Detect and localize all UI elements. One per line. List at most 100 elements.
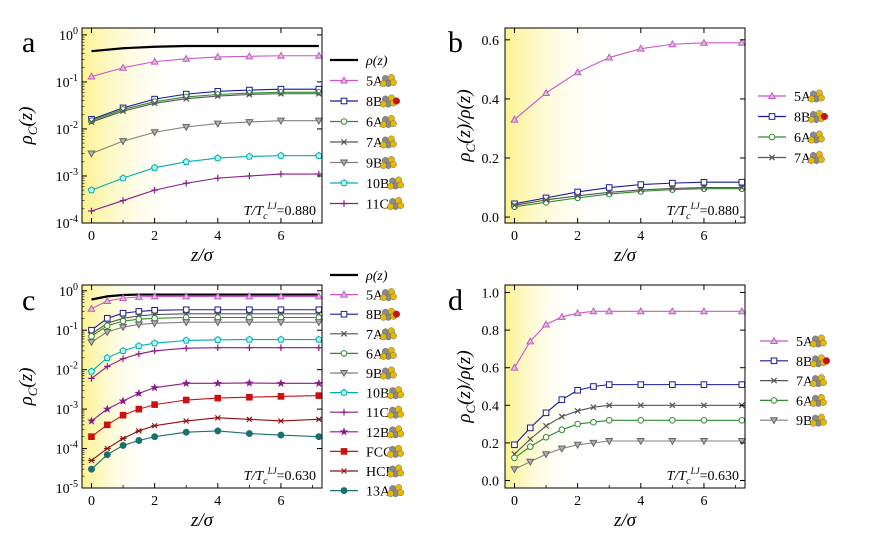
data-point-7A — [527, 436, 534, 443]
data-point-9B — [314, 117, 324, 125]
x-tick-label: 6 — [277, 229, 284, 244]
series-rho — [91, 293, 319, 301]
legend-marker — [340, 408, 348, 416]
data-point-5A — [245, 292, 254, 300]
legend-label: 8B — [366, 308, 382, 323]
data-point-10B — [103, 353, 111, 361]
data-point-8B — [135, 308, 143, 315]
data-point-11C — [277, 344, 285, 352]
data-point-6A — [590, 418, 597, 426]
series-6A — [88, 314, 323, 340]
legend-entry-10B: 10B — [330, 386, 404, 402]
data-point-5A — [182, 292, 191, 300]
y-tick-label: 10-3 — [56, 167, 78, 185]
legend-marker — [340, 118, 348, 125]
data-point-13A — [245, 430, 253, 438]
y-tick-label: 0.6 — [482, 34, 500, 49]
legend-label: 10B — [366, 387, 389, 402]
data-point-10B — [87, 367, 96, 375]
data-point-10B — [119, 346, 127, 355]
series-line-9B — [91, 120, 319, 155]
data-point-5A — [87, 304, 96, 312]
data-point-8B — [669, 179, 676, 187]
legend-entry-6A: 6A — [330, 346, 397, 362]
legend-label: 8B — [366, 95, 382, 110]
series-FCC — [88, 392, 323, 440]
y-axis-label: ρC(z)/ρ(z) — [454, 350, 478, 423]
data-point-5A — [182, 54, 191, 62]
series-line-6A — [91, 91, 319, 122]
series-line-rho — [91, 293, 319, 301]
data-point-FCC — [246, 393, 253, 401]
data-point-7A — [315, 90, 322, 97]
data-point-8B — [669, 381, 676, 388]
cluster-icon — [387, 484, 404, 497]
data-point-7A — [119, 107, 127, 115]
legend-marker — [340, 200, 348, 207]
cluster-icon — [379, 135, 397, 149]
cluster-icon — [387, 176, 404, 190]
data-point-9B — [668, 438, 677, 446]
data-point-5A — [510, 115, 519, 123]
data-point-5A — [314, 51, 324, 59]
data-point-9B — [245, 319, 254, 327]
y-tick-label: 10-4 — [56, 440, 78, 458]
data-point-6A — [558, 426, 566, 434]
legend-label: 7A — [796, 375, 814, 390]
legend-entry-11C: 11C — [330, 197, 404, 213]
legend-marker — [770, 377, 778, 384]
series-5A — [510, 38, 747, 123]
legend-marker — [339, 290, 349, 298]
data-point-10B — [315, 335, 323, 343]
legend-entry-FCC: FCC — [330, 444, 404, 460]
data-point-11C — [88, 207, 95, 215]
data-point-6A — [738, 417, 746, 424]
legend-marker — [339, 370, 349, 378]
data-point-8B — [88, 326, 95, 334]
y-tick-label: 0.2 — [482, 152, 500, 167]
data-point-8B — [558, 396, 566, 403]
data-point-5A — [150, 57, 159, 65]
data-point-11C — [182, 179, 190, 187]
data-point-7A — [574, 407, 581, 414]
data-point-HCP — [214, 414, 222, 421]
legend-entry-8B: 8B — [330, 94, 401, 110]
data-point-6A — [574, 420, 581, 428]
cluster-icon — [379, 346, 397, 360]
y-axis-label: ρC(z) — [16, 368, 40, 407]
data-point-9B — [589, 439, 598, 448]
cluster-icon — [810, 334, 827, 348]
y-tick-label: 10-4 — [56, 214, 78, 232]
series-line-12B — [91, 382, 319, 422]
data-point-7A — [183, 95, 190, 102]
data-point-5A — [699, 307, 709, 315]
data-point-5A — [541, 320, 551, 328]
x-tick-label: 6 — [700, 229, 707, 244]
data-point-8B — [738, 381, 746, 388]
data-point-8B — [511, 441, 518, 449]
cluster-icon — [379, 115, 397, 128]
legend-label: 6A — [794, 131, 812, 146]
series-line-10B — [91, 338, 319, 372]
data-point-5A — [668, 307, 677, 315]
data-point-5A — [213, 52, 222, 60]
series-12B — [87, 378, 324, 425]
svg-text:ρC(z): ρC(z) — [16, 368, 40, 407]
legend-entry-5A: 5A — [760, 334, 827, 350]
data-point-5A — [510, 363, 519, 371]
series-9B — [87, 117, 324, 158]
legend-label: 11C — [366, 198, 389, 213]
data-point-8B — [700, 381, 708, 388]
data-point-5A — [541, 88, 551, 96]
series-13A — [88, 427, 323, 473]
legend-marker — [340, 448, 348, 455]
y-tick-label: 0.8 — [482, 324, 500, 339]
cluster-icon — [810, 374, 827, 387]
legend-entry-5A: 5A — [330, 74, 397, 90]
cluster-icon — [808, 151, 825, 164]
x-tick-label: 0 — [88, 229, 95, 244]
legend-marker — [340, 350, 348, 357]
plot-frame — [81, 284, 323, 489]
legend-marker — [339, 159, 349, 167]
